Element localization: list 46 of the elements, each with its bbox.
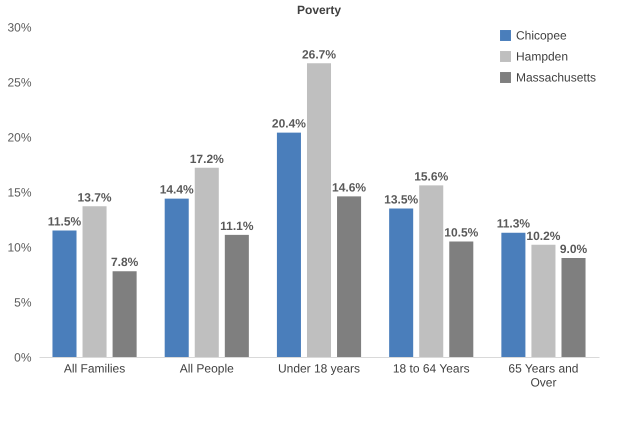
data-label: 17.2% bbox=[190, 152, 224, 166]
x-tick-label: Under 18 years bbox=[278, 362, 360, 376]
bar bbox=[112, 271, 137, 357]
legend-label: Chicopee bbox=[516, 28, 568, 42]
data-label: 13.7% bbox=[78, 190, 112, 204]
y-tick-label: 5% bbox=[14, 296, 32, 310]
legend-label: Massachusetts bbox=[516, 70, 596, 84]
bar bbox=[164, 198, 189, 357]
data-label: 14.6% bbox=[332, 180, 366, 194]
bar bbox=[52, 230, 77, 357]
data-label: 11.5% bbox=[48, 214, 82, 228]
bar bbox=[531, 244, 556, 357]
data-label: 14.4% bbox=[160, 182, 194, 197]
y-tick-label: 20% bbox=[7, 130, 32, 144]
data-label: 10.5% bbox=[444, 226, 479, 240]
data-label: 15.6% bbox=[414, 169, 449, 184]
x-tick-label: All People bbox=[180, 362, 234, 376]
bar bbox=[389, 208, 414, 357]
chart-title: Poverty bbox=[296, 3, 342, 17]
bar bbox=[194, 168, 219, 357]
bar bbox=[224, 234, 249, 357]
y-tick-label: 15% bbox=[7, 186, 32, 200]
y-tick-label: 0% bbox=[14, 350, 32, 364]
bar bbox=[82, 206, 107, 357]
bar bbox=[276, 132, 301, 357]
data-label: 9.0% bbox=[560, 242, 588, 256]
legend-label: Hampden bbox=[516, 50, 568, 64]
y-tick-label: 30% bbox=[7, 20, 32, 34]
x-tick-label: All Families bbox=[64, 362, 126, 376]
data-label: 7.8% bbox=[110, 255, 139, 270]
bar bbox=[419, 185, 444, 357]
y-tick-label: 10% bbox=[7, 240, 32, 254]
bar bbox=[337, 196, 362, 357]
bar bbox=[561, 258, 586, 357]
bar bbox=[449, 242, 474, 357]
x-tick-label: 65 Years and Over bbox=[508, 362, 578, 390]
data-label: 10.2% bbox=[526, 228, 561, 243]
data-label: 11.1% bbox=[220, 218, 254, 233]
x-tick-label: 18 to 64 Years bbox=[392, 362, 470, 376]
data-label: 13.5% bbox=[384, 192, 419, 206]
data-label: 11.3% bbox=[496, 216, 530, 231]
y-tick-label: 25% bbox=[7, 76, 32, 90]
data-label: 26.7% bbox=[302, 47, 336, 62]
bar bbox=[306, 63, 332, 357]
data-label: 20.4% bbox=[272, 116, 306, 131]
bar bbox=[501, 232, 526, 357]
